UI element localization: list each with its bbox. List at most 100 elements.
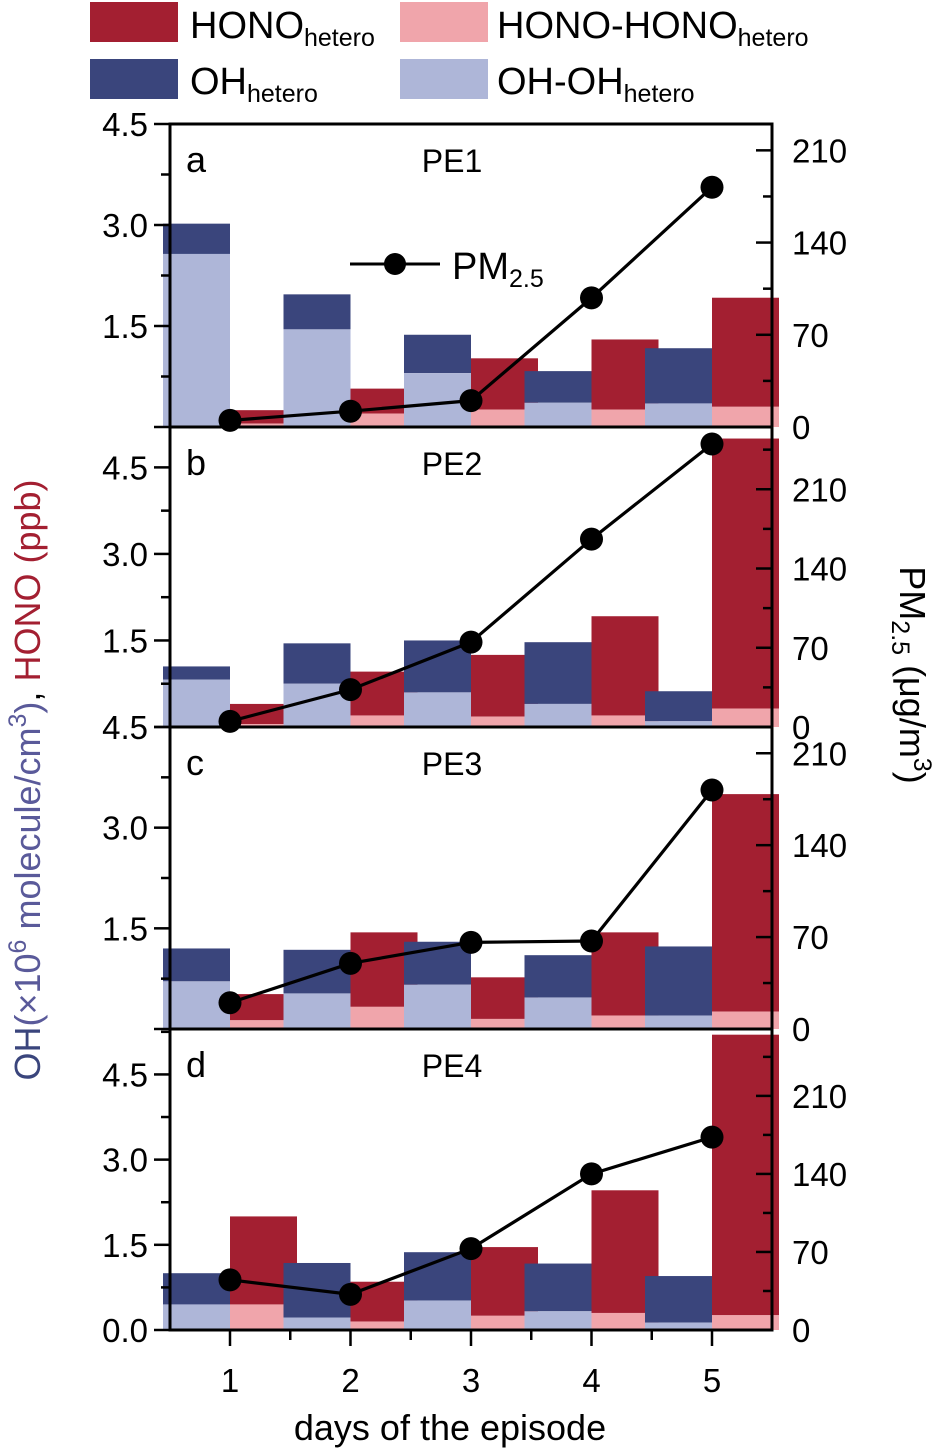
bar-oh-minus-hetero xyxy=(163,1304,230,1330)
left-tick-label: 4.5 xyxy=(102,709,148,746)
pm25-point xyxy=(339,951,362,975)
right-tick-label: 140 xyxy=(792,1156,847,1193)
left-tick-label: 0.0 xyxy=(102,1312,148,1349)
right-tick-label: 210 xyxy=(792,471,847,508)
right-tick-label: 0 xyxy=(792,409,810,446)
pm25-legend: PM2.5 xyxy=(350,246,544,293)
bar-oh-hetero xyxy=(163,223,230,254)
right-tick-label: 0 xyxy=(792,1312,810,1349)
left-tick-label: 1.5 xyxy=(102,622,148,659)
right-tick-label: 140 xyxy=(792,827,847,864)
pm25-point xyxy=(459,630,483,654)
x-tick-label: 2 xyxy=(341,1362,359,1399)
panel-letter: c xyxy=(186,742,204,783)
bar-oh-hetero xyxy=(163,666,230,680)
x-tick-label: 4 xyxy=(582,1362,600,1399)
pm25-point xyxy=(218,991,242,1015)
panel-letter: b xyxy=(186,442,206,483)
panel-a: 1.5 3.0 4.5 0 70 140 210 a PE1 xyxy=(102,106,847,446)
right-tick-label: 210 xyxy=(792,132,847,169)
bar-oh-hetero xyxy=(645,946,712,1016)
pm25-point xyxy=(459,930,483,954)
right-tick-label: 140 xyxy=(792,551,847,588)
pm25-point xyxy=(580,1162,603,1186)
pm25-point xyxy=(580,929,603,953)
legend-swatch-hono-hetero xyxy=(90,2,178,42)
left-tick-label: 4.5 xyxy=(102,449,148,486)
left-tick-label: 3.0 xyxy=(102,810,148,847)
bar-hono-hetero xyxy=(712,438,779,709)
pm25-point xyxy=(700,778,724,802)
bar-oh-minus-hetero xyxy=(645,403,712,427)
pm25-point xyxy=(580,527,603,551)
left-tick-label: 4.5 xyxy=(102,106,148,143)
bar-oh-hetero xyxy=(283,294,351,330)
bar-hono-minus-hetero xyxy=(712,1315,779,1330)
x-tick-label: 1 xyxy=(221,1362,239,1399)
right-tick-label: 70 xyxy=(792,919,829,956)
pm25-point xyxy=(339,1282,362,1306)
bar-hono-minus-hetero xyxy=(471,1315,538,1330)
pm25-point xyxy=(339,678,362,702)
left-tick-label: 3.0 xyxy=(102,1142,148,1179)
panel-title: PE3 xyxy=(422,746,482,782)
panel-title: PE2 xyxy=(422,446,482,482)
left-tick-label: 3.0 xyxy=(102,536,148,573)
panel-title: PE4 xyxy=(422,1048,482,1084)
panel-letter: d xyxy=(186,1044,206,1085)
legend-swatch-hono-minus-hetero xyxy=(400,2,488,42)
bar-oh-minus-hetero xyxy=(404,692,471,727)
left-tick-label: 1.5 xyxy=(102,308,148,345)
bar-hono-hetero xyxy=(712,794,779,1012)
bar-hono-minus-hetero xyxy=(350,1006,418,1029)
bar-hono-minus-hetero xyxy=(350,1321,418,1330)
legend-swatch-oh-hetero xyxy=(90,59,178,99)
panel-d: 0.0 1.5 3.0 4.5 0 70 140 210 d PE4 xyxy=(102,1027,847,1349)
bar-oh-hetero xyxy=(283,949,351,994)
bar-oh-minus-hetero xyxy=(524,402,592,427)
bar-hono-minus-hetero xyxy=(230,423,297,427)
bar-oh-hetero xyxy=(404,1252,471,1301)
right-tick-label: 70 xyxy=(792,1234,829,1271)
bar-hono-hetero xyxy=(712,297,779,407)
panels: 1.5 3.0 4.5 0 70 140 210 a PE1 1.5 3.0 4.5 0 70 140 210… xyxy=(102,106,847,1349)
bar-hono-minus-hetero xyxy=(591,409,659,427)
bar-oh-hetero xyxy=(524,955,592,998)
bar-oh-hetero xyxy=(645,1276,712,1323)
pm25-point xyxy=(700,1125,724,1149)
panel-b: 1.5 3.0 4.5 0 70 140 210 b PE2 xyxy=(102,425,847,746)
bar-oh-minus-hetero xyxy=(404,984,471,1029)
x-axis-title: days of the episode xyxy=(294,1407,606,1448)
bar-hono-minus-hetero xyxy=(712,406,779,427)
legend-label-oh-hetero: OHhetero xyxy=(190,61,318,108)
pm25-point xyxy=(700,175,724,199)
left-tick-label: 3.0 xyxy=(102,207,148,244)
bar-oh-minus-hetero xyxy=(645,1015,712,1029)
panel-c: 1.5 3.0 4.5 0 70 140 210 c PE3 xyxy=(102,709,847,1048)
right-tick-label: 0 xyxy=(792,709,810,746)
bar-oh-hetero xyxy=(163,948,230,982)
bar-oh-hetero xyxy=(404,334,471,374)
right-tick-label: 70 xyxy=(792,630,829,667)
bar-hono-minus-hetero xyxy=(712,708,779,727)
bar-oh-hetero xyxy=(645,348,712,404)
bar-hono-minus-hetero xyxy=(591,1312,659,1330)
bar-oh-minus-hetero xyxy=(524,1311,592,1330)
left-tick-label: 1.5 xyxy=(102,1227,148,1264)
bar-oh-minus-hetero xyxy=(404,1300,471,1330)
legend-label-hono-hetero: HONOhetero xyxy=(190,5,375,52)
legend: HONOhetero HONO-HONOhetero OHhetero OH-O… xyxy=(90,2,809,108)
bar-hono-minus-hetero xyxy=(471,1018,538,1029)
pm25-point xyxy=(339,399,362,423)
bar-hono-minus-hetero xyxy=(591,715,659,727)
right-tick-label: 0 xyxy=(792,1011,810,1048)
pm25-point xyxy=(218,709,242,733)
x-tick-label: 5 xyxy=(703,1362,721,1399)
panel-letter: a xyxy=(186,139,207,180)
y-left-axis-title: OH(×106 molecule/cm3), HONO (ppb) xyxy=(4,480,48,1081)
pm25-point xyxy=(459,1237,483,1261)
left-tick-label: 1.5 xyxy=(102,910,148,947)
x-tick-label: 3 xyxy=(462,1362,480,1399)
legend-label-hono-minus-hetero: HONO-HONOhetero xyxy=(497,5,809,52)
bar-oh-hetero xyxy=(524,642,592,704)
